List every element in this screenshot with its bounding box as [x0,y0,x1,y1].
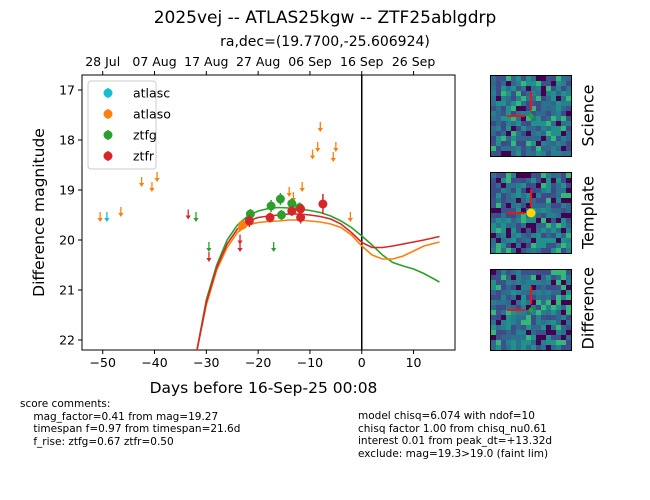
ztfg-limit-arrow [193,218,199,222]
chart-title: 2025vej -- ATLAS25kgw -- ZTF25ablgdrp [153,8,497,28]
ztfr-point [244,216,254,226]
atlaso-limit-arrow [299,188,305,192]
legend: atlasc atlaso ztfg ztfr [87,80,171,170]
y-tick-label: 22 [59,333,75,348]
stamp-source [528,113,534,119]
atlaso-limit-arrow [330,158,336,162]
stamp-source [528,307,534,313]
legend-frame [87,80,157,170]
x-tick-label: −30 [193,355,219,370]
x-tick-label: 0 [358,355,366,370]
model-curve-atlaso [196,219,440,350]
legend-marker-ztfr [103,151,113,161]
ztfr-point [318,199,328,209]
atlaso-limit-arrow [118,213,124,217]
x-tick-label: −40 [141,355,167,370]
y-tick-label: 19 [59,183,75,198]
legend-marker-ztfg [103,130,113,140]
stamp-label-science: Science [578,84,598,147]
x-tick-label: −10 [297,355,323,370]
ztfr-limit-arrow [237,248,243,252]
x-tick-label: 10 [406,355,422,370]
stamp-source [526,208,536,218]
difference-stamp [490,269,572,351]
model-comments: model chisq=6.074 with ndof=10 chisq fac… [358,410,553,460]
ztfr-limit-arrow [206,258,212,262]
atlaso-limit-arrow [97,218,103,222]
top-tick-label: 16 Sep [340,54,384,69]
plot-area [97,75,440,350]
legend-marker-atlasc [103,88,113,98]
atlaso-limit-arrow [286,193,292,197]
ztfg-point [275,194,285,204]
atlaso-limit-arrow [309,155,316,160]
top-tick-label: 28 Jul [85,54,120,69]
legend-label-atlasc: atlasc [133,86,170,101]
ztfg-point [276,210,286,220]
legend-label-ztfg: ztfg [133,128,157,143]
y-axis-label: Difference magnitude [30,128,48,297]
stamp-label-template: Template [578,176,598,250]
top-tick-label: 06 Sep [288,54,332,69]
ztfg-point [266,201,276,211]
top-tick-label: 27 Aug [236,54,280,69]
ztfg-point [287,199,297,208]
ztfr-point [296,204,306,214]
chart-subtitle: ra,dec=(19.7700,-25.606924) [220,34,430,50]
ztfg-point [245,209,255,219]
x-tick-label: −20 [245,355,271,370]
legend-label-atlaso: atlaso [133,107,171,122]
ztfg-limit-arrow [271,248,277,252]
stamp-label-difference: Difference [578,267,598,350]
ztfg-limit-arrow [206,248,212,252]
ztfr-point [287,206,297,216]
atlaso-limit-arrow [149,188,155,192]
y-tick-label: 20 [59,233,75,248]
top-tick-label: 07 Aug [132,54,176,69]
model-curve-ztfr [196,213,440,350]
top-tick-label: 26 Sep [392,54,436,69]
y-tick-label: 17 [59,83,75,98]
atlaso-limit-arrow [315,148,321,152]
model-curve-ztfg [196,206,440,350]
atlaso-limit-arrow [138,183,145,187]
plot-frame [81,74,456,351]
score-comments: score comments: mag_factor=0.41 from mag… [20,398,241,448]
atlaso-limit-arrow [317,128,323,132]
ztfr-point [296,213,306,222]
atlaso-limit-arrow [333,148,339,152]
atlaso-limit-arrow [154,178,160,182]
legend-marker-atlaso [103,109,113,119]
x-tick-label: −50 [90,355,116,370]
atlaso-point [238,220,248,230]
ztfr-limit-arrow [185,215,191,220]
y-tick-label: 21 [59,283,75,298]
atlasc-limit-arrow [104,218,110,222]
legend-label-ztfr: ztfr [133,149,155,164]
x-axis-label: Days before 16-Sep-25 00:08 [150,379,378,397]
ztfr-point [265,213,275,222]
y-tick-label: 18 [59,133,75,148]
science-stamp [490,75,572,157]
atlaso-limit-arrow [347,218,353,222]
template-stamp [490,172,572,254]
top-tick-label: 17 Aug [184,54,228,69]
